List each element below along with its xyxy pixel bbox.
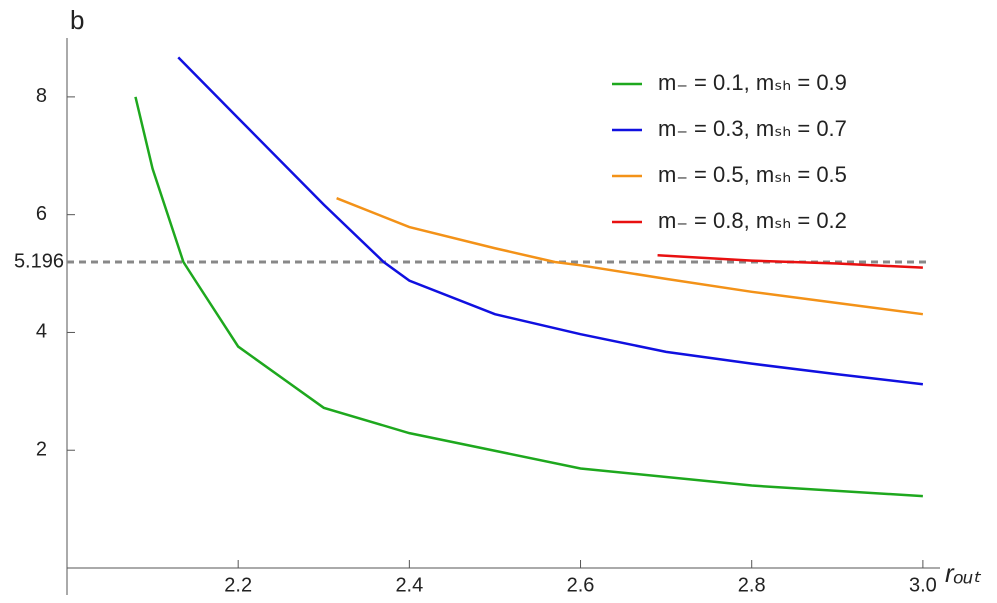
x-tick-label: 2.6: [567, 574, 595, 596]
reference-label: 5.196: [14, 250, 64, 272]
legend-label: m₋ = 0.8, mₛₕ = 0.2: [658, 208, 847, 233]
series-line: [134, 96, 923, 498]
series-line: [657, 254, 923, 269]
y-axis-label: b: [70, 5, 84, 35]
legend-label: m₋ = 0.3, mₛₕ = 0.7: [658, 116, 847, 141]
x-tick-label: 2.8: [738, 574, 766, 596]
x-tick-label: 2.2: [224, 574, 252, 596]
x-axis-label: rₒᵤₜ: [945, 558, 982, 588]
legend-label: m₋ = 0.5, mₛₕ = 0.5: [658, 162, 847, 187]
series-line: [336, 197, 924, 316]
legend-label: m₋ = 0.1, mₛₕ = 0.9: [658, 70, 847, 95]
y-tick-label: 6: [36, 203, 47, 225]
series-line: [177, 56, 924, 386]
x-tick-label: 3.0: [909, 574, 937, 596]
y-tick-label: 2: [36, 439, 47, 461]
y-tick-label: 8: [36, 85, 47, 107]
x-tick-label: 2.4: [395, 574, 423, 596]
y-tick-label: 4: [36, 321, 47, 343]
